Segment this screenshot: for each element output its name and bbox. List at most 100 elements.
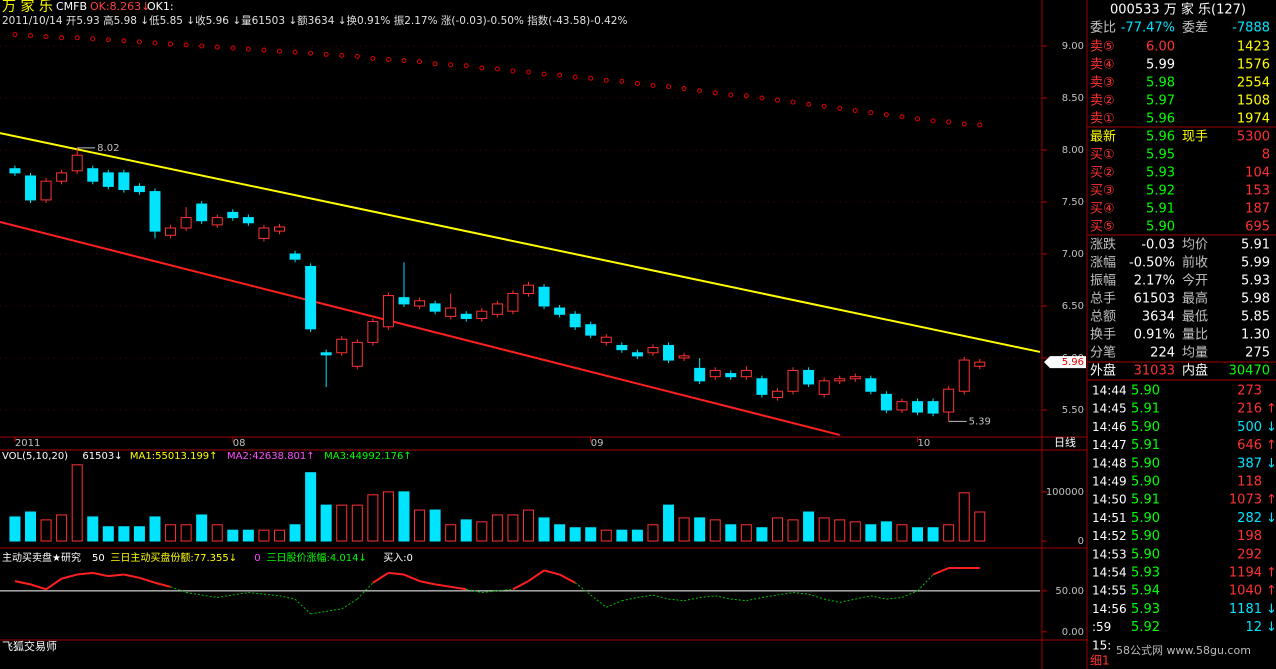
- quote-cell: 5.98: [1241, 292, 1270, 307]
- annotation: 5.39: [969, 416, 991, 427]
- quote-cell: 卖③: [1090, 76, 1115, 91]
- y-tick-label: 0: [1078, 536, 1084, 547]
- candle-body: [491, 303, 503, 315]
- indicator-segment: [715, 595, 731, 600]
- indicator-segment: [450, 585, 467, 591]
- sar-dot: [666, 84, 672, 90]
- indicator-segment: [606, 600, 623, 608]
- sar-dot: [432, 61, 438, 67]
- indicator-segment: [186, 592, 202, 596]
- sar-dot: [961, 121, 967, 127]
- tick-arrow: ↓: [1266, 620, 1276, 635]
- candle-body: [865, 378, 877, 392]
- indicator-segment: [839, 598, 856, 603]
- volume-bar: [740, 524, 752, 542]
- quote-cell: 6.00: [1146, 40, 1175, 55]
- volume-bar: [382, 491, 394, 542]
- volume-bar: [538, 517, 550, 542]
- quote-cell: 买⑤: [1090, 220, 1115, 235]
- candle-body: [40, 180, 52, 201]
- y-tick-label: 100000: [1046, 487, 1084, 498]
- sar-dot: [90, 36, 96, 42]
- candle-body: [834, 378, 846, 382]
- quote-cell: 275: [1245, 346, 1270, 361]
- indicator-segment: [777, 592, 794, 596]
- candle-body: [289, 253, 301, 260]
- candle-body: [740, 369, 752, 378]
- candle-body: [87, 168, 99, 182]
- sar-dot: [12, 32, 18, 38]
- volume-bar: [647, 524, 659, 542]
- volume-bar: [71, 464, 83, 542]
- indicator-segment: [512, 580, 529, 591]
- indicator-segment: [652, 594, 669, 600]
- sar-dot: [152, 40, 158, 46]
- volume-bar: [56, 514, 68, 542]
- tick-arrow: ↑: [1266, 402, 1276, 417]
- tick-time: :59: [1092, 620, 1111, 634]
- sar-dot: [712, 90, 718, 96]
- quote-cell: -7888: [1232, 21, 1270, 36]
- volume-bar: [554, 524, 566, 542]
- sar-dot: [681, 86, 687, 92]
- legend-title: 主动买卖盘★研究: [2, 551, 81, 564]
- quote-cell: 均价: [1182, 238, 1208, 253]
- quote-cell: 5.96: [1146, 130, 1175, 145]
- indicator-segment: [310, 610, 327, 615]
- tick-time: 14:51: [1092, 511, 1127, 525]
- volume-bar: [803, 511, 815, 542]
- volume-bar: [616, 529, 628, 542]
- legend-title: VOL(5,10,20): [2, 451, 68, 462]
- legend-entry: 三日股价涨幅:4.014↓: [267, 551, 367, 564]
- quote-cell: 均量: [1182, 346, 1208, 361]
- volume-bar: [165, 524, 177, 542]
- tick-price: 5.91: [1131, 438, 1160, 453]
- volume-bar: [709, 519, 721, 542]
- indicator-segment: [808, 593, 825, 600]
- candle-body: [336, 338, 348, 354]
- sar-dot: [572, 74, 578, 80]
- candle-body: [305, 265, 317, 330]
- indicator-segment: [77, 571, 93, 576]
- sar-dot: [603, 77, 609, 83]
- quote-cell: 5.91: [1146, 202, 1175, 217]
- quote-cell: 5.93: [1146, 166, 1175, 181]
- quote-cell: 5.98: [1146, 76, 1175, 91]
- trend-line: [0, 132, 1041, 353]
- sar-dot: [930, 118, 936, 124]
- quote-cell: 振幅: [1090, 274, 1116, 289]
- candle-body: [102, 172, 114, 187]
- sar-dot: [883, 112, 889, 118]
- sar-dot: [276, 48, 282, 54]
- tick-arrow: ↑: [1266, 493, 1276, 508]
- sar-dot: [230, 45, 236, 51]
- volume-bar: [476, 521, 488, 542]
- stock-name: 万 家 乐: [2, 0, 53, 15]
- indicator-segment: [746, 596, 763, 602]
- legend-entry: MA2:42638.801↑: [227, 451, 315, 462]
- candle-body: [25, 175, 37, 201]
- candle-body: [880, 393, 892, 411]
- candle-body: [709, 369, 721, 378]
- candle-body: [647, 347, 659, 354]
- quote-cell: 5.91: [1241, 238, 1270, 253]
- volume-bar: [569, 527, 581, 542]
- volume-bar: [180, 524, 192, 542]
- tick-arrow: ↓: [1266, 420, 1276, 435]
- candle-body: [943, 388, 955, 413]
- sar-dot: [105, 37, 111, 43]
- quote-cell: 30470: [1229, 364, 1270, 379]
- indicator-segment: [341, 598, 358, 610]
- sar-dot: [619, 78, 625, 84]
- tick-time: 14:54: [1092, 566, 1127, 580]
- candle-body: [896, 401, 908, 411]
- candle-body: [320, 352, 332, 356]
- volume-bar: [258, 529, 270, 542]
- volume-bar: [896, 524, 908, 542]
- volume-bar: [631, 529, 643, 542]
- indicator-segment: [232, 592, 249, 596]
- candle-body: [211, 217, 223, 226]
- watermark: 58公式网 www.58gu.com: [1116, 644, 1251, 657]
- quote-cell: 前收: [1182, 255, 1208, 271]
- sar-dot: [852, 107, 858, 113]
